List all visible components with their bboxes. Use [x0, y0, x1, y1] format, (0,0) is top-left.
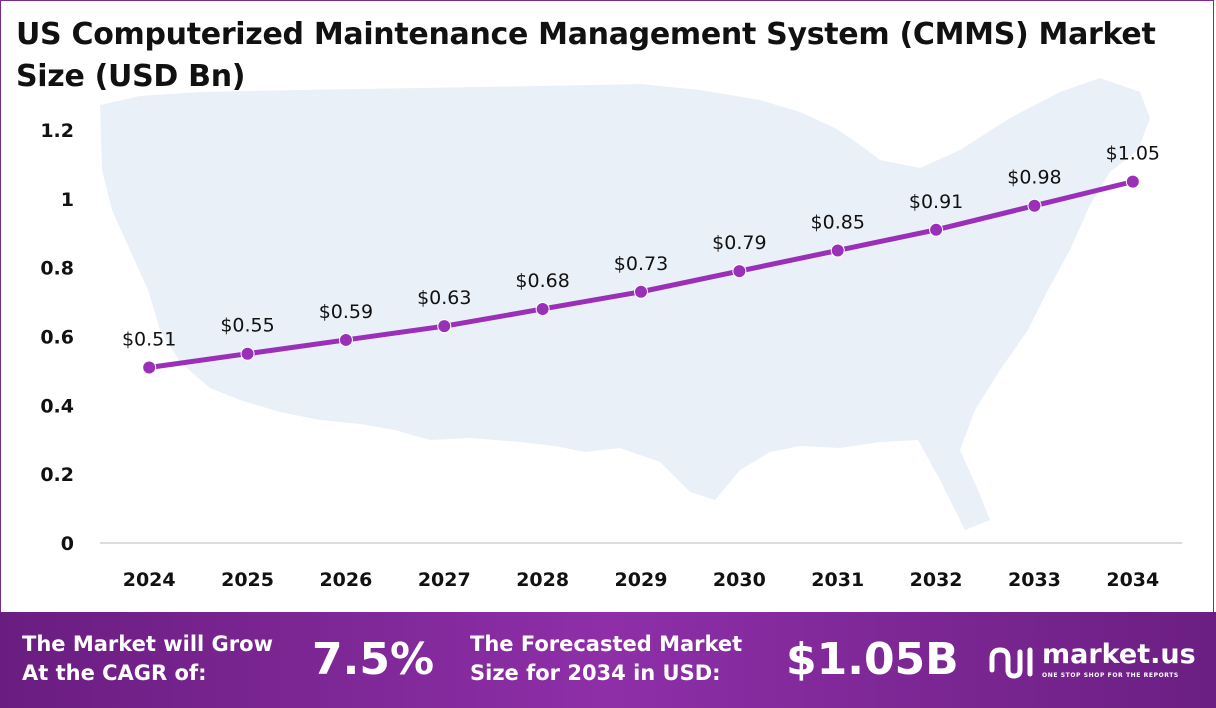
- y-tick-label: 1: [61, 189, 74, 211]
- data-point[interactable]: [634, 284, 648, 299]
- data-point[interactable]: [142, 360, 157, 375]
- data-label: $0.68: [515, 270, 569, 292]
- forecast-label-line1: The Forecasted Market: [470, 632, 743, 656]
- data-point[interactable]: [338, 332, 353, 347]
- data-label: $0.91: [909, 191, 963, 213]
- data-point[interactable]: [1027, 198, 1042, 213]
- data-points: [142, 174, 1140, 375]
- x-tick-label: 2031: [811, 569, 864, 591]
- data-label: $0.85: [811, 211, 865, 233]
- x-tick-label: 2028: [516, 569, 569, 591]
- data-label: $0.98: [1007, 167, 1061, 189]
- forecast-label-line2: Size for 2034 in USD:: [470, 661, 721, 685]
- y-tick-label: 0.6: [40, 327, 74, 349]
- data-point[interactable]: [929, 222, 944, 237]
- line-chart: 00.20.40.60.811.2 2024 2025 2026 2027 2028 20…: [40, 78, 1182, 591]
- y-axis: 0 0.2 0.4 0.6 0.8 1 1.2: [40, 120, 74, 555]
- market-us-logo[interactable]: market.us ONE STOP SHOP FOR THE REPORTS: [988, 636, 1208, 686]
- data-point[interactable]: [1125, 174, 1140, 189]
- x-tick-label: 2024: [123, 569, 176, 591]
- brand-name: market.us: [1042, 639, 1196, 670]
- data-label: $0.63: [417, 287, 471, 309]
- y-tick-label: 0.4: [40, 395, 74, 417]
- market-us-logo-icon: [989, 647, 1033, 679]
- data-point[interactable]: [830, 243, 845, 258]
- y-tick-label: 0: [61, 533, 74, 555]
- x-tick-label: 2026: [319, 569, 372, 591]
- forecast-label: The Forecasted Market Size for 2034 in U…: [470, 630, 742, 688]
- brand-tagline: ONE STOP SHOP FOR THE REPORTS: [1042, 672, 1179, 679]
- cagr-label-line2: At the CAGR of:: [22, 661, 207, 685]
- footer-banner: The Market will Grow At the CAGR of: 7.5…: [0, 612, 1216, 708]
- y-tick-label: 1.2: [40, 120, 74, 142]
- y-tick-label: 0.2: [40, 464, 74, 486]
- y-tick-label: 0.8: [40, 258, 74, 280]
- data-labels: $0.51 $0.55 $0.59 $0.63 $0.68 $0.73 $0.79 $0.85…: [122, 143, 1160, 351]
- data-point[interactable]: [732, 264, 747, 279]
- x-tick-label: 2034: [1106, 569, 1159, 591]
- data-label: $0.55: [220, 315, 274, 337]
- x-tick-label: 2033: [1008, 569, 1061, 591]
- data-point[interactable]: [535, 301, 550, 316]
- data-label: $0.51: [122, 328, 176, 350]
- chart-title: US Computerized Maintenance Management S…: [16, 17, 1156, 94]
- data-label: $1.05: [1106, 143, 1160, 165]
- data-label: $0.59: [319, 301, 373, 323]
- cagr-label: The Market will Grow At the CAGR of:: [22, 630, 273, 688]
- x-tick-label: 2025: [221, 569, 274, 591]
- us-map-background: [100, 78, 1150, 530]
- data-label: $0.73: [614, 253, 668, 275]
- data-point[interactable]: [240, 346, 255, 361]
- x-axis: 2024 2025 2026 2027 2028 2029 2030 2031 2032 2033…: [123, 569, 1160, 591]
- cagr-label-line1: The Market will Grow: [22, 632, 273, 656]
- x-tick-label: 2032: [910, 569, 963, 591]
- forecast-value: $1.05B: [786, 634, 959, 685]
- cagr-value: 7.5%: [312, 634, 435, 685]
- data-point[interactable]: [437, 319, 452, 334]
- x-tick-label: 2027: [418, 569, 471, 591]
- x-tick-label: 2029: [615, 569, 668, 591]
- x-tick-label: 2030: [713, 569, 766, 591]
- data-label: $0.79: [712, 232, 766, 254]
